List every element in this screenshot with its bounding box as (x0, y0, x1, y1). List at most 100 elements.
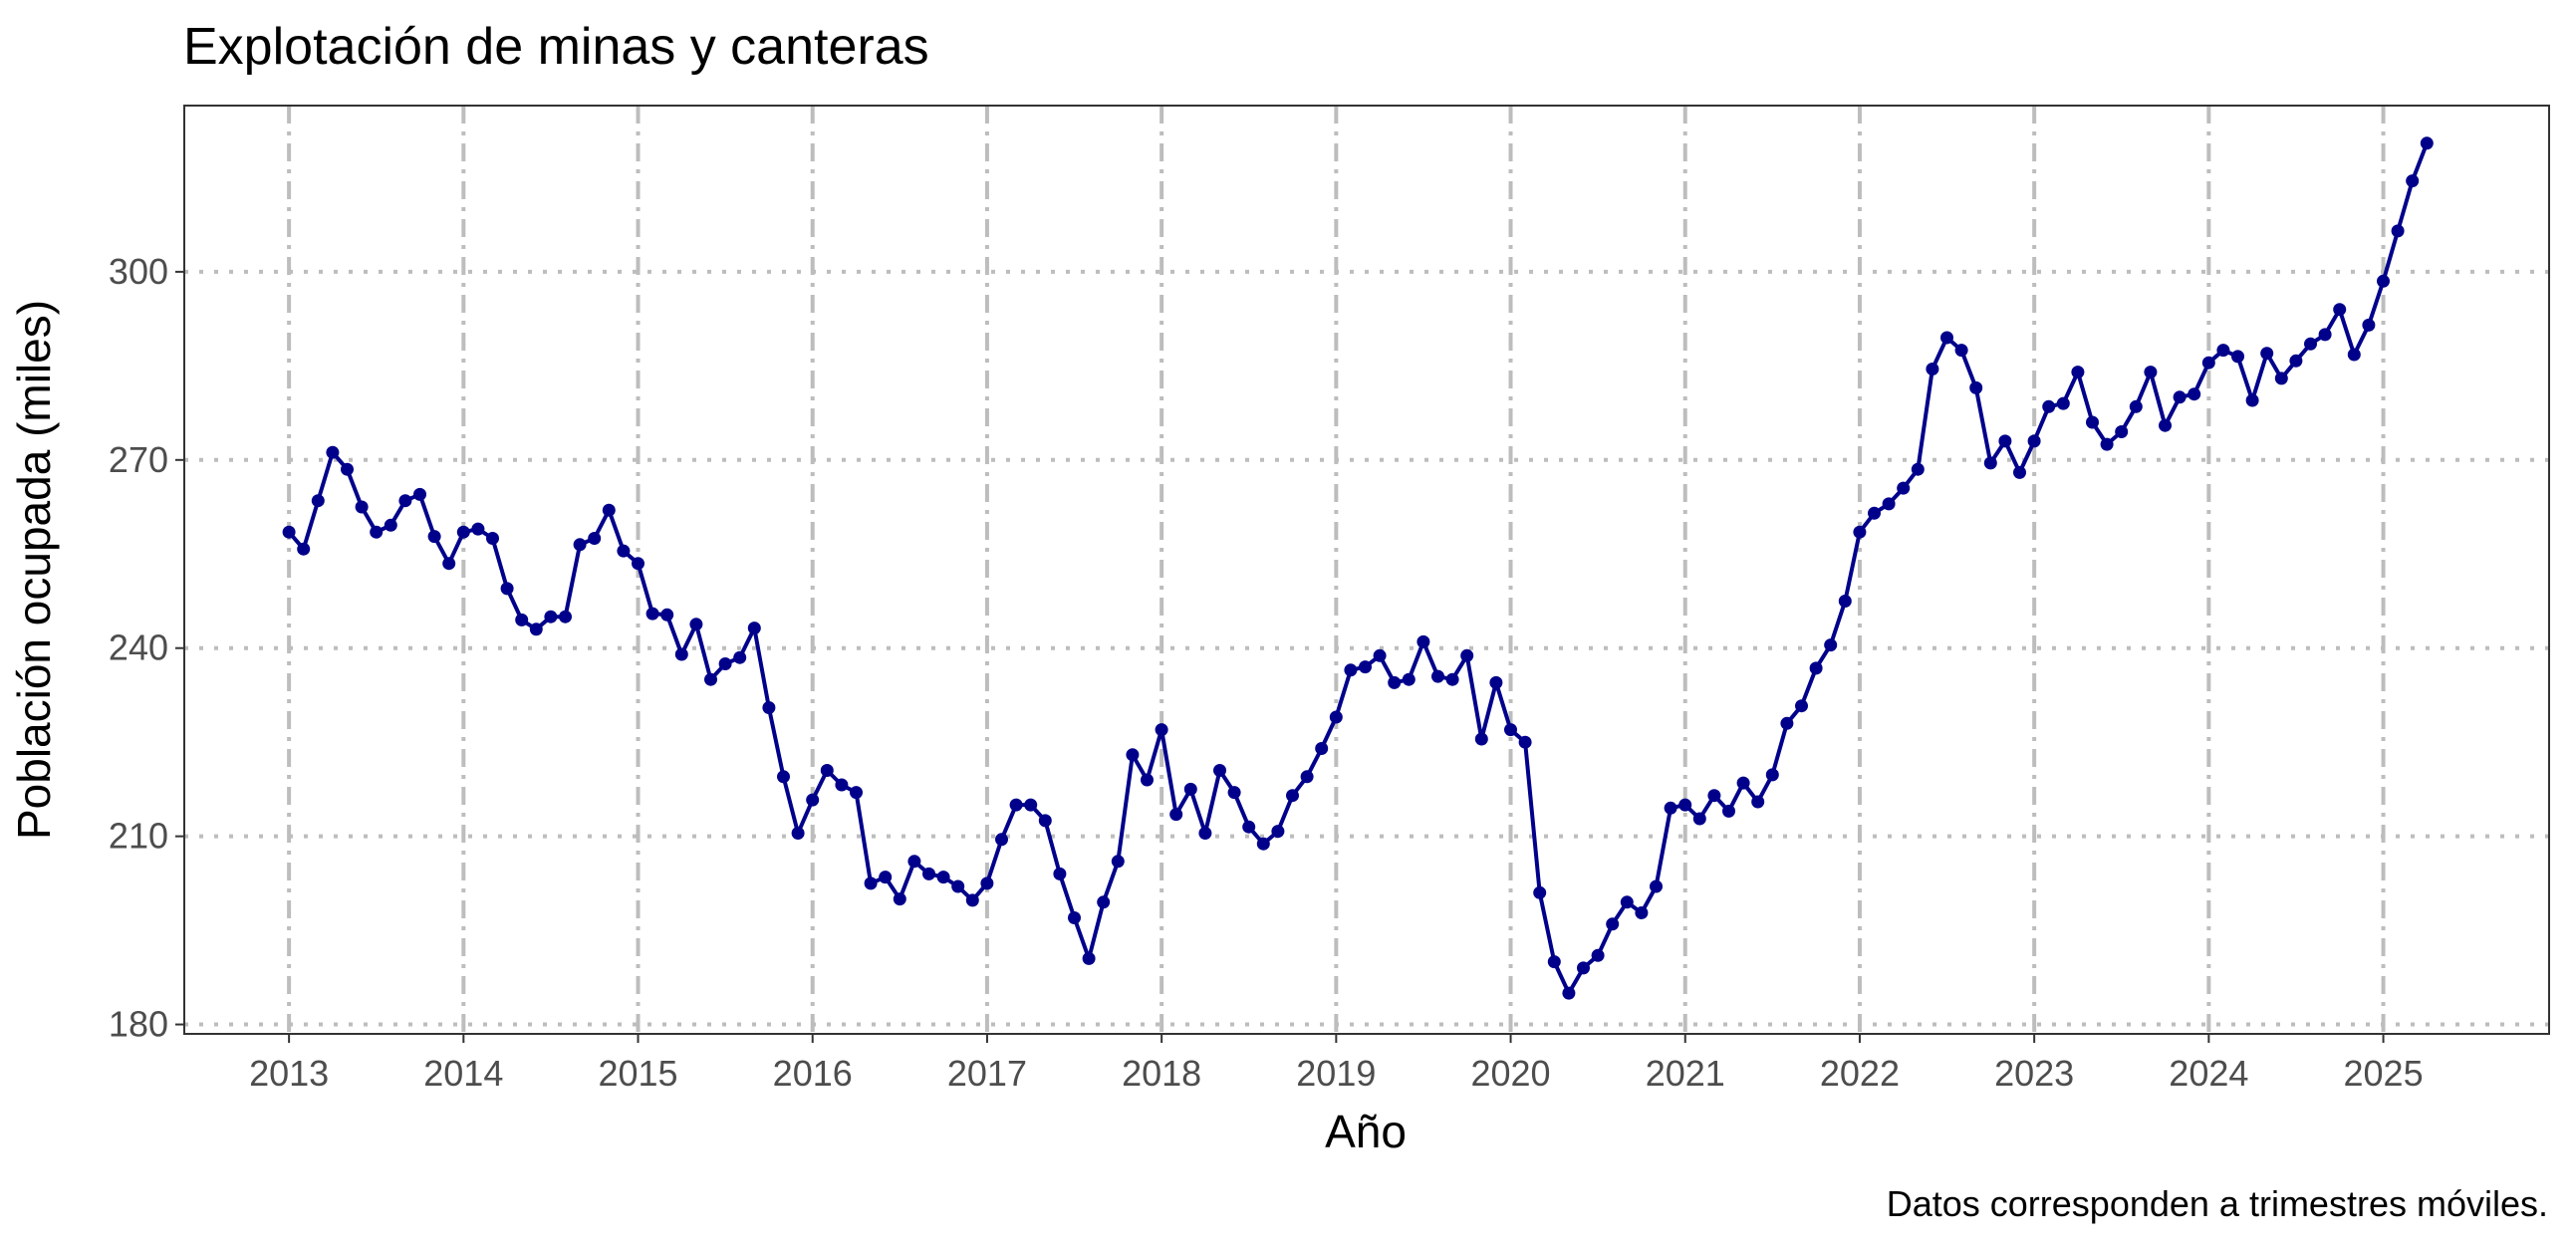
data-point (544, 610, 558, 624)
x-tick-label: 2015 (598, 1053, 677, 1094)
data-point (1300, 770, 1314, 784)
data-point (1736, 776, 1750, 790)
x-tick-label: 2016 (773, 1053, 853, 1094)
data-point (1882, 497, 1896, 511)
plot-panel-border (183, 105, 2550, 1035)
data-point (747, 622, 761, 635)
data-point (1547, 955, 1561, 969)
data-point (2304, 337, 2317, 351)
data-point (500, 582, 514, 596)
data-point (2333, 303, 2347, 317)
x-tick-label: 2020 (1470, 1053, 1550, 1094)
y-tick-label: 240 (109, 627, 168, 668)
data-point (791, 827, 805, 840)
data-point (617, 544, 631, 558)
data-point (1983, 456, 1997, 470)
data-point (1344, 663, 1358, 677)
data-point (2129, 399, 2143, 413)
data-point (1533, 885, 1547, 899)
x-tick-label: 2018 (1122, 1053, 1201, 1094)
data-point (951, 879, 965, 893)
data-point (1562, 986, 1576, 1000)
data-point (1183, 782, 1197, 796)
x-tick-label: 2022 (1820, 1053, 1900, 1094)
data-point (1213, 764, 1226, 777)
data-point (1489, 675, 1503, 689)
data-point (2347, 348, 2361, 362)
data-point (2013, 465, 2026, 479)
data-point (1795, 699, 1808, 713)
data-point (762, 701, 776, 714)
data-point (2042, 399, 2056, 413)
data-point (1359, 660, 1372, 674)
data-point (282, 525, 296, 539)
data-point (1155, 723, 1168, 737)
data-point (879, 871, 893, 884)
data-point (1969, 380, 1983, 394)
data-point (413, 487, 426, 501)
data-point (1038, 814, 1052, 828)
data-point (471, 522, 485, 536)
data-point (1620, 895, 1634, 909)
data-point (674, 647, 688, 661)
x-tick-label: 2014 (423, 1053, 503, 1094)
data-point (1838, 595, 1852, 608)
data-point (922, 867, 935, 880)
data-point (1271, 825, 1285, 839)
data-point (2188, 387, 2201, 401)
data-point (1577, 961, 1590, 975)
data-point (995, 833, 1008, 847)
data-point (1635, 906, 1649, 919)
data-point (2115, 425, 2129, 438)
data-point (850, 786, 863, 800)
data-point (2260, 347, 2274, 361)
data-point (384, 518, 397, 532)
data-point (1606, 917, 1620, 931)
data-point (1082, 951, 1096, 965)
y-axis-title: Población ocupada (miles) (8, 300, 60, 840)
data-point (1868, 506, 1881, 520)
data-point (1373, 648, 1387, 662)
data-point (2100, 437, 2114, 451)
data-point (2231, 350, 2244, 364)
data-point (341, 462, 354, 476)
x-tick-label: 2024 (2169, 1053, 2248, 1094)
data-point (1780, 716, 1794, 730)
data-point (645, 607, 659, 621)
data-point (1242, 820, 1256, 834)
data-point (1707, 789, 1721, 803)
series-line (287, 142, 2430, 996)
data-point (1853, 525, 1867, 539)
data-point (297, 542, 311, 556)
data-point (1650, 879, 1663, 893)
data-point (1911, 462, 1925, 476)
x-tick-label: 2019 (1296, 1053, 1376, 1094)
data-point (936, 871, 950, 884)
data-point (398, 494, 412, 508)
data-point (980, 876, 994, 890)
data-point (2362, 318, 2376, 332)
data-point (806, 793, 820, 807)
data-point (311, 494, 325, 508)
data-point (2159, 418, 2172, 432)
data-point (1445, 672, 1459, 686)
data-point (1678, 798, 1692, 812)
data-point (602, 503, 616, 517)
data-point (1053, 867, 1067, 880)
data-point (1926, 363, 1939, 375)
data-point (1329, 710, 1343, 724)
data-point (1111, 855, 1125, 869)
data-point (893, 892, 906, 906)
data-point (2420, 136, 2434, 150)
data-point (2289, 354, 2303, 368)
chart-title: Explotación de minas y canteras (183, 18, 929, 76)
data-point (2274, 372, 2288, 385)
data-point (2391, 224, 2405, 238)
data-point (1504, 723, 1517, 737)
data-point (835, 778, 849, 792)
y-tick-label: 180 (109, 1004, 168, 1045)
data-point (1940, 331, 1953, 345)
data-point (355, 500, 369, 514)
data-point (2173, 390, 2187, 404)
